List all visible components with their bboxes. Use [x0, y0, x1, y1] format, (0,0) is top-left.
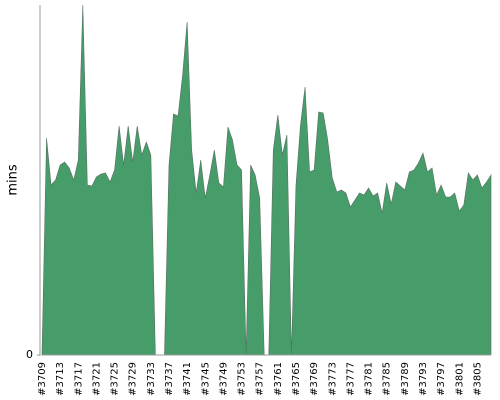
x-tick-label: #3781 [364, 362, 375, 396]
y-tick-label: 0 [26, 348, 33, 361]
x-tick-label: #3729 [128, 362, 139, 396]
x-tick-label: #3749 [218, 362, 229, 396]
x-tick-label: #3793 [418, 362, 429, 396]
x-tick-label: #3785 [382, 362, 393, 396]
x-tick-label: #3753 [237, 362, 248, 396]
x-tick-label: #3721 [91, 362, 102, 396]
x-tick-label: #3773 [327, 362, 338, 396]
area [41, 4, 492, 356]
x-tick-label: #3805 [472, 362, 483, 396]
x-tick-label: #3769 [309, 362, 320, 396]
x-tick-label: #3797 [436, 362, 447, 396]
x-tick-label: #3709 [37, 362, 48, 396]
x-tick-label: #3757 [255, 362, 266, 396]
x-tick-label: #3717 [73, 362, 84, 396]
y-axis-label: mins [6, 164, 21, 196]
x-tick-label: #3789 [400, 362, 411, 396]
x-tick-label: #3761 [273, 362, 284, 396]
x-tick-label: #3801 [454, 362, 465, 396]
x-tick-label: #3725 [110, 362, 121, 396]
x-tick-label: #3741 [182, 362, 193, 396]
x-tick-label: #3733 [146, 362, 157, 396]
x-tick-label: #3737 [164, 362, 175, 396]
x-tick-label: #3745 [200, 362, 211, 396]
x-tick-label: #3765 [291, 362, 302, 396]
x-tick-label: #3777 [345, 362, 356, 396]
x-tick-label: #3713 [55, 362, 66, 396]
